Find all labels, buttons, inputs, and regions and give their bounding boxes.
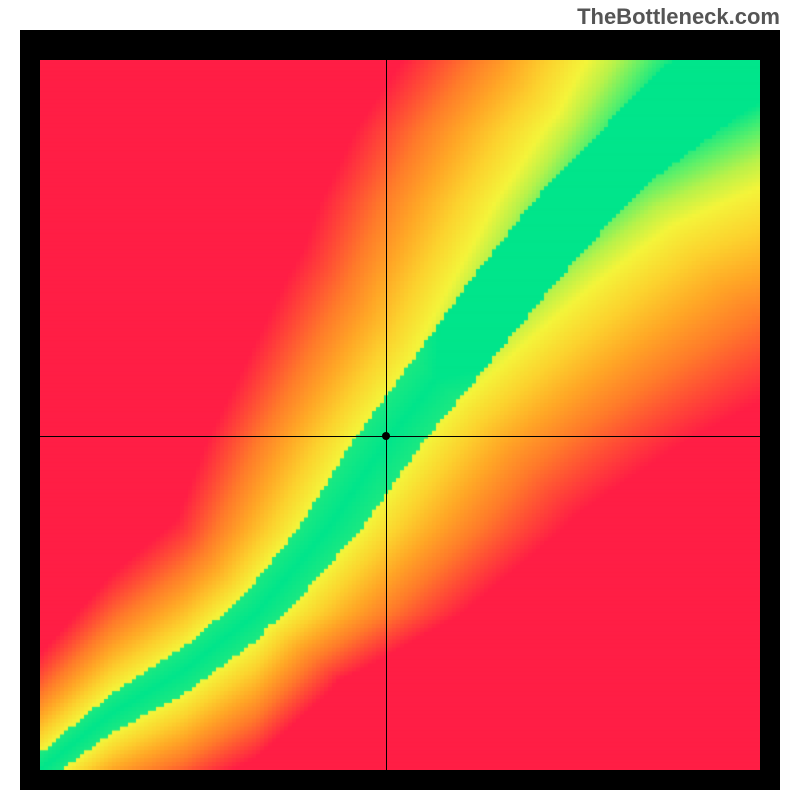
crosshair-vertical bbox=[386, 60, 387, 770]
crosshair-horizontal bbox=[40, 436, 760, 437]
plot-area bbox=[40, 60, 760, 770]
chart-frame bbox=[20, 30, 780, 790]
crosshair-marker bbox=[382, 432, 390, 440]
watermark-text: TheBottleneck.com bbox=[577, 4, 780, 30]
chart-container: TheBottleneck.com bbox=[0, 0, 800, 800]
heatmap-canvas bbox=[40, 60, 760, 770]
